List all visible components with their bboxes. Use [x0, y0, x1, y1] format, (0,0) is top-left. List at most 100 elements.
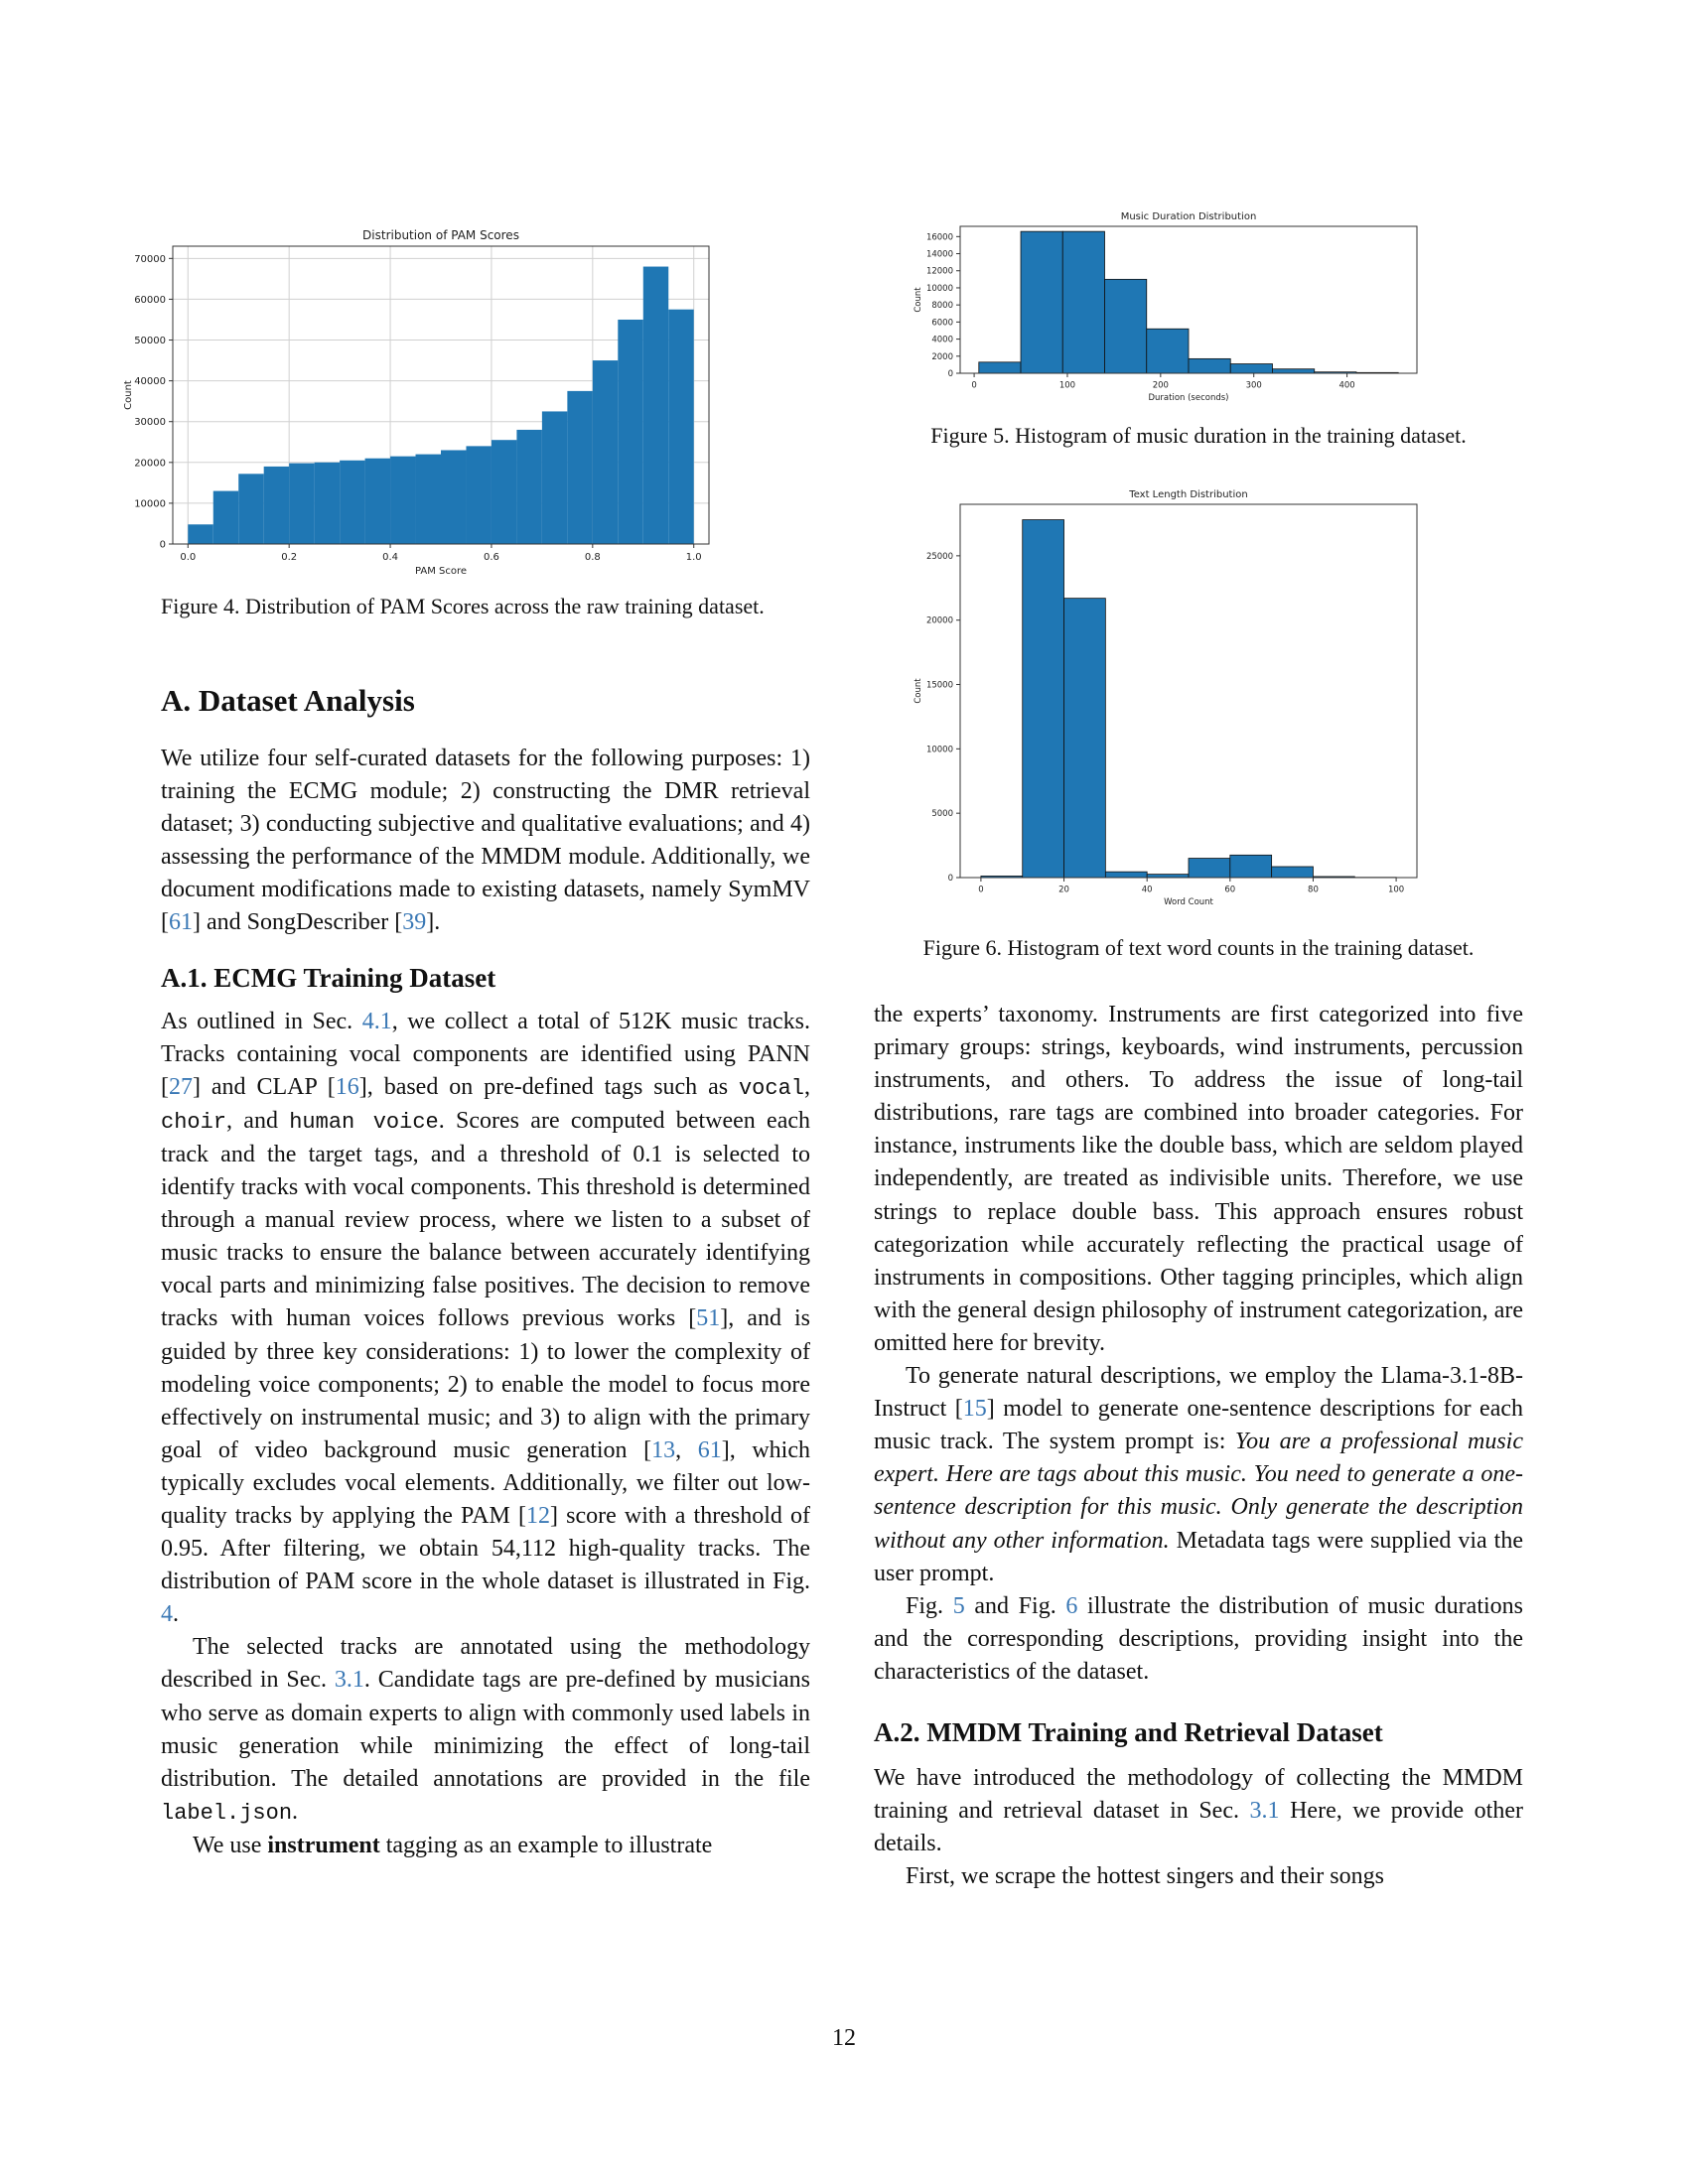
x-tick-label: 0.8	[585, 552, 601, 563]
plot-frame	[172, 245, 710, 545]
section-a1-paragraph-3: We use instrument tagging as an example …	[193, 1832, 713, 1858]
y-tick-label: 10000	[926, 745, 953, 754]
histogram-bar	[642, 266, 669, 544]
taxonomy-paragraph: the experts’ taxonomy. Instruments are f…	[874, 1002, 1523, 1356]
histogram-bar	[466, 446, 492, 544]
section-a2-paragraph-2: First, we scrape the hottest singers and…	[906, 1863, 1384, 1890]
histogram-bar	[1229, 363, 1273, 374]
histogram-bar	[1272, 368, 1316, 374]
x-tick-label: 100	[1059, 381, 1075, 391]
y-tick-label: 50000	[134, 336, 166, 346]
histogram-bar	[541, 411, 568, 544]
citation-link[interactable]: 15	[962, 1396, 987, 1423]
y-tick-label: 10000	[134, 498, 166, 509]
y-tick-label: 25000	[926, 552, 953, 562]
pam-score-chart-svg: 0.0 0.2 0.4 0.6 0.8 1.0 0 10000 20000 30000 40000 5…	[123, 228, 710, 577]
x-tick-label: 80	[1308, 886, 1319, 895]
citation-link[interactable]: 13	[651, 1436, 676, 1463]
section-link[interactable]: 3.1	[1249, 1798, 1280, 1825]
section-a-paragraph: We utilize four self-curated datasets fo…	[161, 746, 810, 936]
figure-link[interactable]: 4	[161, 1601, 173, 1628]
section-a-heading: A. Dataset Analysis	[161, 683, 415, 718]
plot-area: 0 20 40 60 80 100 0 5000 10000 15000 20000 25000 Tex…	[914, 489, 1418, 907]
citation-link[interactable]: 61	[697, 1436, 722, 1463]
x-tick-label: 200	[1153, 381, 1169, 391]
x-tick-label: 60	[1224, 886, 1235, 895]
plot-frame	[959, 503, 1418, 879]
x-tick-label: 0.2	[281, 552, 297, 563]
x-tick-label: 1.0	[686, 552, 702, 563]
histogram-bar	[1022, 519, 1064, 879]
x-tick-label: 100	[1388, 886, 1404, 895]
x-tick-label: 0.6	[484, 552, 499, 563]
figure-link[interactable]: 6	[1065, 1592, 1078, 1619]
description-paragraph: To generate natural descriptions, we emp…	[874, 1363, 1524, 1586]
left-column: We utilize four self-curated datasets fo…	[161, 743, 810, 1862]
x-tick-label: 0.4	[382, 552, 398, 563]
music-duration-chart-svg: 0 100 200 300 400020004000600080001000012000…	[914, 211, 1418, 403]
section-a2-paragraph-1: We have introduced the methodology of co…	[874, 1764, 1523, 1857]
histogram-bar	[592, 360, 619, 544]
x-tick-label: 40	[1142, 886, 1153, 895]
figure-4-caption: Figure 4. Distribution of PAM Scores acr…	[161, 594, 765, 618]
histogram-bar	[1146, 328, 1190, 374]
x-tick-label: 400	[1338, 381, 1354, 391]
music-duration-histogram: 0 100 200 300 400 0 2000 4000 6000 8000 10000 12000…	[909, 208, 1465, 417]
y-axis-label: Count	[123, 380, 134, 410]
y-tick-label: 14000	[926, 250, 953, 260]
right-column: the experts’ taxonomy. Instruments are f…	[874, 999, 1523, 1893]
x-axis-label: Duration (seconds)	[1149, 393, 1229, 403]
distribution-paragraph: Fig. 5 and Fig. 6 illustrate the distrib…	[874, 1592, 1524, 1685]
histogram-bar	[1188, 858, 1231, 879]
histogram-bar	[668, 309, 694, 544]
chart-title: Distribution of PAM Scores	[362, 228, 519, 242]
histogram-bar	[618, 319, 643, 544]
citation-link[interactable]: 12	[525, 1502, 550, 1529]
x-axis-label: PAM Score	[415, 566, 467, 577]
y-tick-label: 20000	[134, 458, 166, 469]
section-link[interactable]: 3.1	[334, 1667, 364, 1694]
plot-area: 0.0 0.2 0.4 0.6 0.8 1.0 0 10000 20000 30000 40000 5…	[123, 228, 710, 577]
y-tick-label: 0	[948, 369, 953, 379]
y-tick-label: 40000	[134, 376, 166, 387]
x-tick-label: 0.0	[180, 552, 196, 563]
y-axis-label: Count	[914, 287, 923, 313]
y-tick-label: 10000	[926, 284, 953, 294]
histogram-bar	[1188, 357, 1231, 374]
y-tick-label: 12000	[926, 267, 953, 277]
histogram-bar	[441, 450, 467, 544]
citation-link[interactable]: 16	[335, 1073, 359, 1100]
histogram-bar	[1229, 854, 1273, 879]
y-tick-label: 15000	[926, 680, 953, 690]
x-tick-label: 0	[978, 886, 983, 895]
y-tick-label: 16000	[926, 232, 953, 242]
citation-link[interactable]: 27	[169, 1073, 193, 1100]
section-a2-heading: A.2. MMDM Training and Retrieval Dataset	[874, 1716, 1383, 1747]
histogram-bar	[978, 361, 1022, 374]
histogram-bar	[1063, 598, 1106, 879]
citation-link[interactable]: 51	[696, 1305, 721, 1332]
x-tick-label: 20	[1058, 886, 1069, 895]
histogram-bar	[314, 462, 341, 544]
y-tick-label: 4000	[931, 336, 953, 345]
histogram-bar	[491, 440, 517, 544]
histogram-bar	[415, 454, 441, 544]
section-link[interactable]: 4.1	[361, 1008, 392, 1034]
figure-6-caption: Figure 6. Histogram of text word counts …	[922, 935, 1475, 960]
chart-title: Text Length Distribution	[1128, 489, 1247, 500]
histogram-bar	[238, 474, 264, 544]
histogram-bar	[1061, 230, 1105, 374]
histogram-bar	[1271, 866, 1314, 879]
y-tick-label: 8000	[931, 301, 953, 311]
y-tick-label: 5000	[931, 809, 953, 819]
page-number: 12	[832, 2025, 856, 2051]
figure-5-caption: Figure 5. Histogram of music duration in…	[930, 423, 1467, 448]
citation-link[interactable]: 61	[169, 909, 193, 936]
citation-link[interactable]: 39	[402, 909, 427, 936]
x-axis-label: Word Count	[1164, 897, 1213, 907]
figure-link[interactable]: 5	[952, 1592, 965, 1619]
plot-area: 0 100 200 300 400020004000600080001000012000…	[914, 211, 1418, 403]
pam-score-histogram: 0.0 0.2 0.4 0.6 0.8 1.0 0 10000 20000 30000 40000 5…	[123, 218, 765, 577]
histogram-bar	[1146, 874, 1190, 879]
y-axis-label: Count	[914, 678, 923, 704]
